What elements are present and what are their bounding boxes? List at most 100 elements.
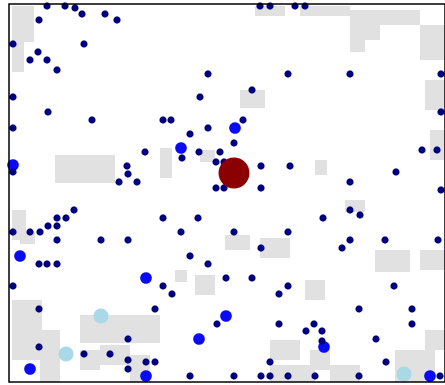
food-pellet-5 (101, 10, 109, 18)
food-pellet-133 (311, 372, 319, 380)
wall-block-21 (175, 270, 187, 282)
food-pellet-92 (168, 290, 176, 298)
food-pellet-6 (113, 16, 121, 24)
food-pellet-22 (248, 86, 256, 94)
food-pellet-21 (437, 70, 445, 78)
food-pellet-55 (212, 184, 220, 192)
food-pellet-129 (257, 372, 265, 380)
food-pellet-91 (159, 282, 167, 290)
food-pellet-136 (424, 370, 436, 382)
food-pellet-122 (372, 335, 380, 343)
food-pellet-25 (44, 108, 52, 116)
food-pellet-37 (216, 148, 224, 156)
food-pellet-47 (178, 154, 186, 162)
food-pellet-80 (338, 244, 346, 252)
wall-block-32 (310, 350, 330, 370)
wall-block-35 (425, 330, 445, 350)
food-pellet-71 (26, 228, 34, 236)
player-cell[interactable] (218, 157, 250, 189)
food-pellet-85 (257, 244, 265, 252)
food-pellet-31 (186, 130, 194, 138)
food-pellet-119 (151, 358, 159, 366)
food-pellet-18 (204, 70, 212, 78)
wall-block-1 (12, 6, 34, 42)
food-pellet-88 (53, 260, 61, 268)
wall-block-7 (300, 6, 350, 16)
wall-block-14 (240, 90, 265, 108)
wall-block-33 (330, 365, 360, 382)
food-pellet-111 (193, 333, 205, 345)
food-pellet-73 (53, 236, 61, 244)
food-pellet-23 (196, 93, 204, 101)
food-pellet-117 (124, 356, 132, 364)
wall-block-13 (430, 130, 445, 160)
wall-block-25 (420, 250, 445, 270)
food-pellet-28 (167, 116, 175, 124)
food-pellet-131 (284, 372, 292, 380)
wall-block-6 (255, 6, 285, 16)
food-pellet-62 (62, 214, 70, 222)
wall-block-24 (375, 250, 410, 272)
food-pellet-54 (9, 168, 17, 176)
food-pellet-24 (9, 93, 17, 101)
food-pellet-130 (266, 372, 274, 380)
food-pellet-17 (80, 40, 88, 48)
food-pellet-65 (346, 206, 354, 214)
wall-block-31 (270, 365, 315, 382)
food-pellet-59 (437, 186, 445, 194)
food-pellet-109 (408, 305, 416, 313)
food-pellet-103 (213, 320, 221, 328)
food-pellet-56 (220, 184, 228, 192)
wall-block-27 (80, 315, 160, 343)
food-pellet-48 (212, 158, 220, 166)
food-pellet-134 (355, 372, 363, 380)
food-pellet-32 (204, 124, 212, 132)
food-pellet-14 (26, 56, 34, 64)
food-pellet-33 (229, 122, 241, 134)
food-pellet-35 (175, 142, 187, 154)
food-pellet-4 (78, 10, 86, 18)
food-pellet-38 (195, 148, 203, 156)
food-pellet-45 (115, 178, 123, 186)
food-pellet-78 (284, 228, 292, 236)
wall-block-9 (350, 40, 365, 52)
food-pellet-108 (355, 305, 363, 313)
food-pellet-86 (35, 260, 43, 268)
food-pellet-113 (58, 346, 74, 362)
board-border (8, 3, 445, 383)
food-pellet-121 (318, 337, 326, 345)
food-pellet-112 (124, 335, 132, 343)
food-pellet-12 (9, 40, 17, 48)
food-pellet-3 (71, 4, 79, 12)
food-pellet-87 (43, 260, 51, 268)
food-pellet-125 (124, 365, 132, 373)
food-pellet-51 (257, 162, 265, 170)
food-pellet-116 (106, 350, 114, 358)
wall-block-12 (425, 80, 445, 110)
food-pellet-19 (284, 70, 292, 78)
food-pellet-90 (140, 272, 152, 284)
food-pellet-13 (34, 48, 42, 56)
wall-block-11 (420, 25, 445, 60)
food-pellet-7 (35, 16, 43, 24)
food-pellet-104 (275, 320, 283, 328)
food-pellet-27 (159, 116, 167, 124)
food-pellet-77 (230, 228, 238, 236)
food-pellet-106 (310, 320, 318, 328)
player-layer[interactable] (218, 157, 250, 189)
food-pellet-70 (9, 228, 17, 236)
wall-block-2 (12, 42, 24, 72)
food-pellet-64 (53, 222, 61, 230)
food-pellet-39 (418, 146, 426, 154)
food-pellet-94 (248, 274, 256, 282)
wall-block-10 (380, 10, 420, 25)
food-pellet-82 (434, 236, 442, 244)
food-pellet-36 (141, 148, 149, 156)
wall-block-15 (55, 155, 115, 183)
wall-block-20 (195, 275, 215, 295)
food-pellet-127 (186, 372, 194, 380)
wall-block-18 (225, 235, 250, 250)
wall-block-30 (270, 340, 300, 360)
wall-block-16 (160, 148, 172, 178)
